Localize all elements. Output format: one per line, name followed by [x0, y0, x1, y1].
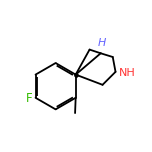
Text: F: F [26, 92, 33, 105]
Text: NH: NH [119, 68, 136, 78]
Text: H: H [97, 38, 106, 48]
